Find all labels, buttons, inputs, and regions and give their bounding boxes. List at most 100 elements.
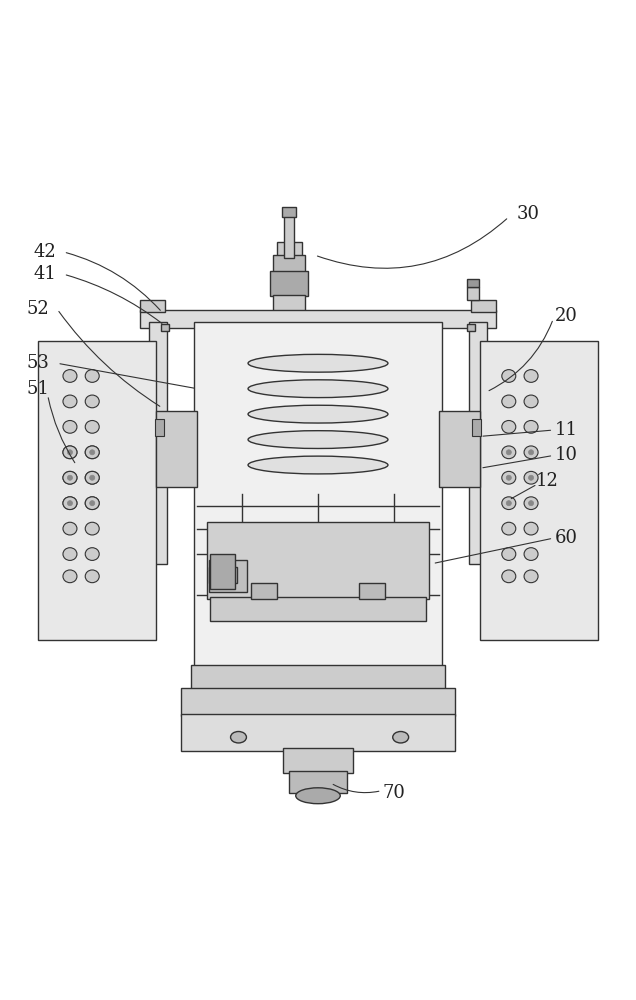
Ellipse shape	[524, 446, 538, 459]
Ellipse shape	[393, 732, 409, 743]
Ellipse shape	[296, 788, 340, 804]
Bar	[140, 300, 165, 312]
Bar	[191, 665, 445, 691]
Ellipse shape	[85, 471, 99, 484]
Text: 60: 60	[555, 529, 577, 547]
Bar	[273, 295, 305, 312]
Bar	[209, 567, 237, 583]
Bar	[467, 279, 479, 287]
Ellipse shape	[248, 431, 388, 448]
Bar	[469, 322, 487, 564]
Bar	[161, 324, 169, 331]
Ellipse shape	[524, 370, 538, 382]
Bar	[439, 411, 480, 487]
Ellipse shape	[67, 475, 73, 480]
Ellipse shape	[85, 570, 99, 583]
Ellipse shape	[85, 548, 99, 560]
Bar	[359, 583, 385, 599]
Ellipse shape	[506, 501, 511, 506]
Ellipse shape	[506, 450, 511, 455]
Ellipse shape	[90, 475, 95, 480]
Bar	[284, 214, 294, 258]
Ellipse shape	[248, 380, 388, 398]
Bar	[472, 419, 481, 436]
Ellipse shape	[85, 497, 99, 510]
Ellipse shape	[524, 395, 538, 408]
Bar	[149, 322, 167, 564]
Text: 53: 53	[27, 354, 50, 372]
Ellipse shape	[63, 548, 77, 560]
Bar	[207, 522, 429, 599]
Ellipse shape	[85, 497, 99, 510]
Bar	[194, 322, 442, 691]
Ellipse shape	[248, 354, 388, 372]
Ellipse shape	[85, 446, 99, 459]
Ellipse shape	[85, 471, 99, 484]
Bar	[270, 271, 308, 296]
Ellipse shape	[90, 450, 95, 455]
Bar	[140, 310, 496, 328]
Ellipse shape	[502, 446, 516, 459]
Ellipse shape	[63, 497, 77, 510]
Ellipse shape	[63, 471, 77, 484]
Ellipse shape	[506, 475, 511, 480]
Ellipse shape	[502, 420, 516, 433]
Ellipse shape	[248, 405, 388, 423]
Bar	[283, 748, 353, 773]
Ellipse shape	[67, 501, 73, 506]
Bar	[480, 341, 598, 640]
Ellipse shape	[248, 456, 388, 474]
Bar	[155, 419, 164, 436]
Bar	[467, 324, 475, 331]
Text: 11: 11	[555, 421, 577, 439]
Bar	[181, 688, 455, 716]
Bar	[209, 560, 247, 592]
Text: 41: 41	[33, 265, 56, 283]
Text: 10: 10	[555, 446, 577, 464]
Ellipse shape	[63, 570, 77, 583]
Ellipse shape	[524, 522, 538, 535]
Bar	[210, 554, 235, 589]
Ellipse shape	[63, 497, 77, 510]
Bar	[471, 300, 496, 312]
Ellipse shape	[63, 420, 77, 433]
Ellipse shape	[529, 475, 534, 480]
Bar	[156, 411, 197, 487]
Ellipse shape	[502, 548, 516, 560]
Ellipse shape	[502, 370, 516, 382]
Text: 70: 70	[383, 784, 406, 802]
Ellipse shape	[63, 395, 77, 408]
Bar	[277, 242, 302, 258]
Ellipse shape	[524, 420, 538, 433]
Bar	[282, 207, 296, 217]
Bar	[38, 341, 156, 640]
Bar	[181, 714, 455, 751]
Text: 30: 30	[516, 205, 539, 223]
Ellipse shape	[230, 732, 247, 743]
Text: 12: 12	[536, 472, 558, 490]
Bar	[467, 287, 479, 300]
Text: 20: 20	[555, 307, 577, 325]
Ellipse shape	[524, 471, 538, 484]
Ellipse shape	[63, 446, 77, 459]
Ellipse shape	[85, 395, 99, 408]
Ellipse shape	[502, 471, 516, 484]
Text: 42: 42	[33, 243, 56, 261]
Ellipse shape	[502, 395, 516, 408]
Ellipse shape	[529, 450, 534, 455]
Ellipse shape	[63, 370, 77, 382]
Ellipse shape	[502, 522, 516, 535]
Bar	[273, 255, 305, 274]
Text: 51: 51	[27, 380, 50, 398]
Ellipse shape	[524, 548, 538, 560]
Ellipse shape	[90, 501, 95, 506]
Ellipse shape	[529, 501, 534, 506]
Ellipse shape	[524, 570, 538, 583]
Ellipse shape	[63, 446, 77, 459]
Ellipse shape	[85, 370, 99, 382]
Bar	[289, 771, 347, 793]
Text: 52: 52	[27, 300, 50, 318]
Bar	[251, 583, 277, 599]
Bar	[210, 597, 426, 621]
Ellipse shape	[85, 420, 99, 433]
